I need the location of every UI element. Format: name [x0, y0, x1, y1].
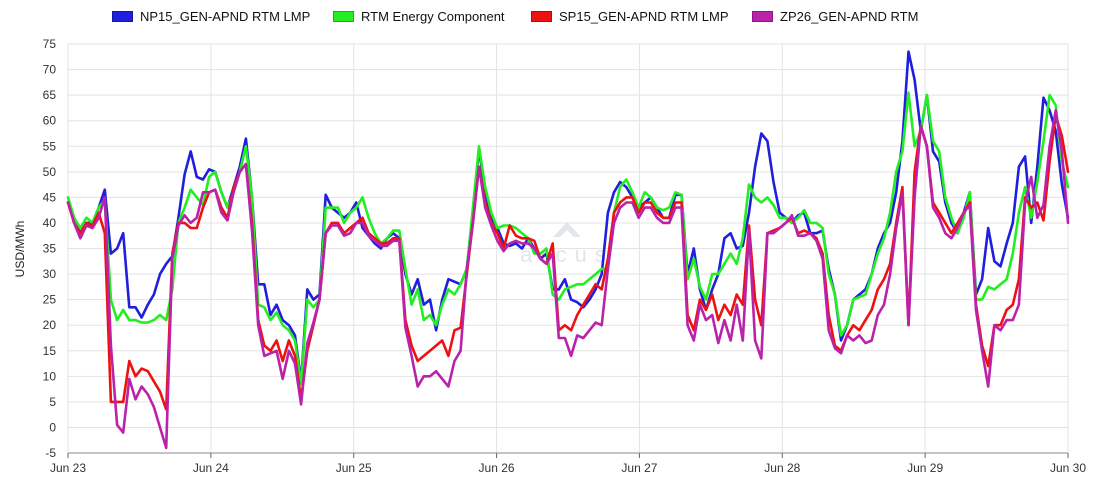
y-tick-label: 0	[49, 420, 56, 434]
series-line	[66, 91, 1070, 386]
legend-label: ZP26_GEN-APND RTM	[780, 8, 919, 24]
axes: -5 0 5 10 15 20 25 30 35 40 45 50 55 60 65 70 75 Jun 23 Ju…	[43, 37, 1087, 475]
y-tick-label: 20	[43, 318, 57, 332]
x-tick-label: Jun 29	[907, 461, 943, 475]
y-tick-label: 5	[49, 395, 56, 409]
series-line	[66, 109, 1070, 450]
y-tick-label: 35	[43, 242, 57, 256]
legend-item[interactable]: SP15_GEN-APND RTM LMP	[531, 6, 729, 26]
legend-item[interactable]: ZP26_GEN-APND RTM	[752, 6, 918, 26]
y-tick-label: 65	[43, 88, 57, 102]
x-tick-label: Jun 23	[50, 461, 86, 475]
x-tick-label: Jun 24	[193, 461, 229, 475]
y-tick-label: 70	[43, 63, 57, 77]
y-tick-label: -5	[45, 446, 56, 460]
x-tick-label: Jun 28	[764, 461, 800, 475]
y-tick-label: 50	[43, 165, 57, 179]
x-tick-label: Jun 30	[1050, 461, 1086, 475]
legend-swatch	[112, 10, 133, 22]
legend-swatch	[752, 10, 773, 22]
legend-swatch	[333, 10, 354, 22]
watermark-logo	[553, 222, 581, 237]
y-tick-label: 60	[43, 114, 57, 128]
y-tick-label: 15	[43, 344, 57, 358]
legend-label: NP15_GEN-APND RTM LMP	[140, 8, 311, 24]
y-tick-label: 10	[43, 369, 57, 383]
x-tick-label: Jun 25	[336, 461, 372, 475]
legend-item[interactable]: NP15_GEN-APND RTM LMP	[112, 6, 310, 26]
y-tick-label: 40	[43, 216, 57, 230]
y-tick-label: 25	[43, 293, 57, 307]
x-tick-label: Jun 27	[621, 461, 657, 475]
y-tick-label: 75	[43, 37, 57, 51]
y-tick-label: 45	[43, 190, 57, 204]
series-line	[66, 50, 1070, 383]
legend-label: SP15_GEN-APND RTM LMP	[559, 8, 729, 24]
y-axis-title: USD/MWh	[13, 221, 27, 278]
x-tick-label: Jun 26	[479, 461, 515, 475]
series-lines	[66, 50, 1070, 450]
chart-legend: NP15_GEN-APND RTM LMP RTM Energy Componen…	[0, 6, 1100, 28]
y-tick-label: 55	[43, 139, 57, 153]
legend-label: RTM Energy Component	[361, 8, 505, 24]
y-tick-label: 30	[43, 267, 57, 281]
legend-item[interactable]: RTM Energy Component	[333, 6, 505, 26]
legend-swatch	[531, 10, 552, 22]
